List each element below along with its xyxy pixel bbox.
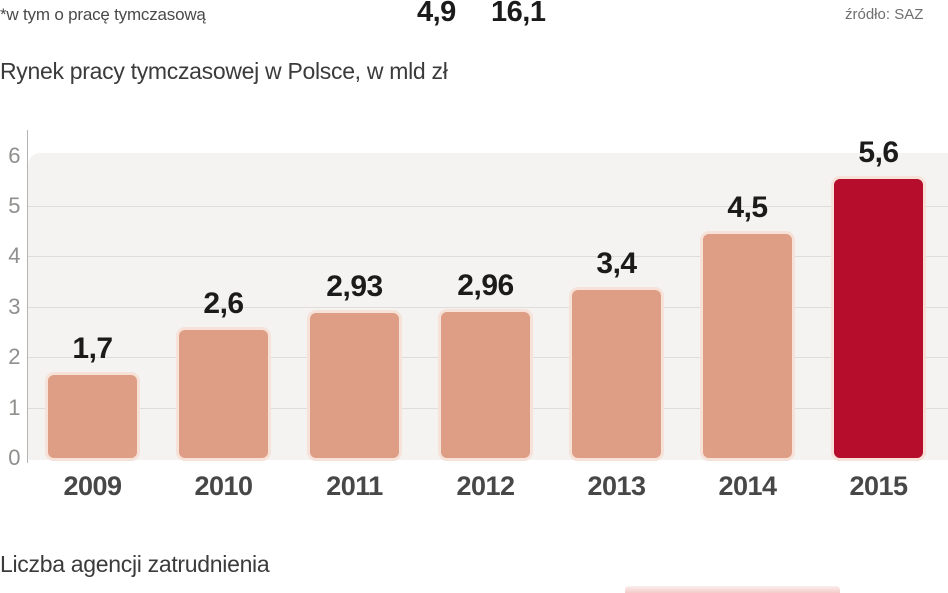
value-label-2013: 3,4: [596, 247, 637, 280]
footnote-temporary-work: *w tym o pracę tymczasową: [0, 5, 206, 24]
y-tick-1: 1: [8, 394, 20, 420]
x-tick-2012: 2012: [456, 471, 515, 501]
bar-2009: [45, 372, 140, 461]
y-tick-6: 6: [8, 142, 20, 168]
x-tick-2014: 2014: [718, 471, 777, 501]
y-axis-line: [27, 130, 28, 463]
value-label-2009: 1,7: [72, 332, 113, 365]
next-chart-title: Liczba agencji zatrudnienia: [0, 551, 270, 577]
y-tick-5: 5: [8, 193, 20, 218]
value-label-2011: 2,93: [326, 270, 383, 303]
x-tick-2010: 2010: [194, 471, 253, 501]
x-tick-2015: 2015: [849, 471, 908, 501]
x-tick-2011: 2011: [326, 471, 383, 501]
cropped-value-1: 4,9: [417, 0, 456, 28]
bar-2010: [176, 327, 271, 461]
y-tick-2: 2: [8, 344, 20, 370]
bar-2014: [700, 231, 795, 461]
x-tick-2013: 2013: [587, 471, 646, 501]
source-label: źródło: SAZ: [845, 6, 924, 23]
gridline-3: [28, 306, 948, 308]
cropped-red-element: [625, 586, 840, 593]
value-label-2015: 5,6: [858, 136, 899, 169]
cropped-value-2: 16,1: [491, 0, 546, 28]
bar-2011: [307, 310, 402, 461]
bar-2013: [569, 287, 664, 461]
value-label-2010: 2,6: [203, 287, 244, 320]
chart-title: Rynek pracy tymczasowej w Polsce, w mld …: [0, 58, 448, 84]
value-label-2012: 2,96: [457, 269, 514, 302]
gridline-4: [28, 256, 948, 258]
y-tick-4: 4: [8, 243, 20, 269]
value-label-2014: 4,5: [727, 191, 768, 224]
gridline-5: [28, 206, 948, 207]
x-tick-2009: 2009: [63, 471, 122, 501]
bar-2012: [438, 309, 533, 461]
y-tick-0: 0: [8, 445, 20, 470]
y-tick-3: 3: [8, 293, 20, 319]
bar-2015: [831, 176, 926, 461]
